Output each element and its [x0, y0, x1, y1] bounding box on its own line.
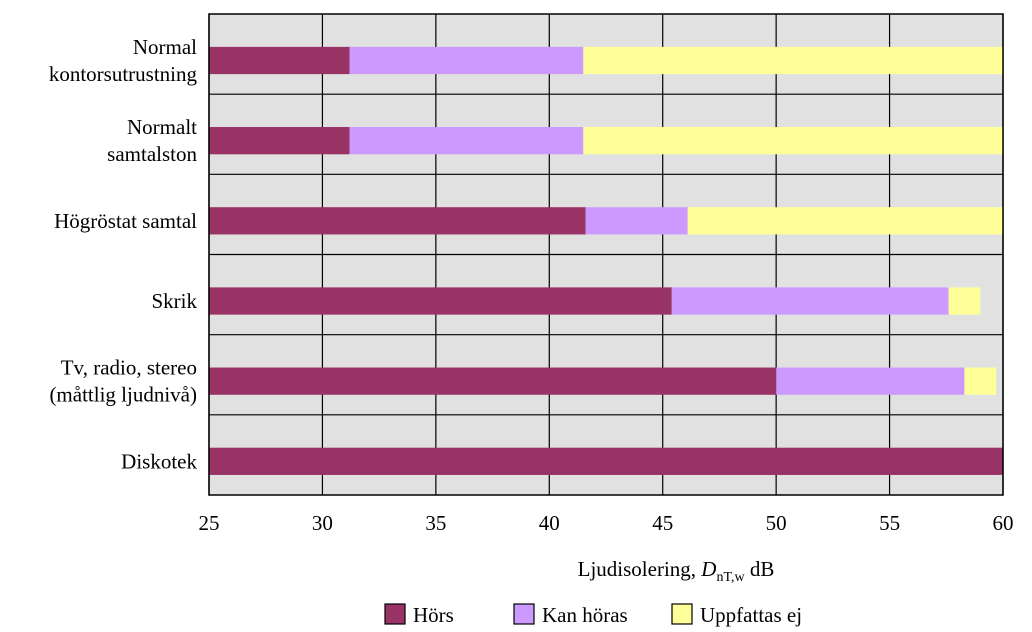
- legend-label-h-rs: Hörs: [413, 603, 454, 627]
- legend-swatch-uppfattas-ej: [671, 603, 693, 625]
- plot-border: [208, 13, 1004, 496]
- x-axis-title: Ljudisolering, DnT,w dB: [578, 557, 775, 585]
- category-label-0-line-1: kontorsutrustning: [49, 62, 198, 86]
- x-tick-label-55: 55: [879, 511, 900, 535]
- x-tick-label-50: 50: [766, 511, 787, 535]
- x-tick-label-30: 30: [312, 511, 333, 535]
- bar-h-rs-3: [209, 287, 672, 315]
- x-axis-title-subscript: nT,w: [716, 570, 745, 585]
- x-tick-labels: 25 30 35 40 45 50 55 60: [199, 511, 1014, 535]
- bar-h-rs-2: [209, 207, 586, 235]
- bar-kan-h-ras-3: [671, 287, 949, 315]
- bar-h-rs-1: [209, 127, 350, 155]
- category-label-2-line-0: Högröstat samtal: [54, 209, 197, 233]
- bars: [209, 46, 1003, 475]
- bar-uppfattas-ej-2: [687, 207, 1003, 235]
- x-tick-label-35: 35: [425, 511, 446, 535]
- category-label-3-line-0: Skrik: [151, 289, 197, 313]
- category-label-1-line-1: samtalston: [107, 142, 197, 166]
- bar-uppfattas-ej-1: [583, 127, 1003, 155]
- x-axis-title-suffix: dB: [745, 557, 775, 581]
- category-labels: Normal kontorsutrustning Normalt samtalston…: [49, 35, 198, 473]
- x-axis-title-symbol: D: [700, 557, 716, 581]
- legend-item-h-rs: Hörs: [384, 603, 454, 627]
- bar-uppfattas-ej-3: [948, 287, 981, 315]
- bar-uppfattas-ej-0: [583, 46, 1003, 75]
- x-tick-label-45: 45: [652, 511, 673, 535]
- x-tick-label-60: 60: [993, 511, 1014, 535]
- bar-kan-h-ras-0: [349, 46, 584, 75]
- bar-h-rs-0: [209, 46, 350, 75]
- legend-swatch-h-rs: [384, 603, 406, 625]
- category-label-4-line-0: Tv, radio, stereo: [61, 356, 197, 380]
- bar-h-rs-5: [209, 447, 1003, 475]
- x-axis-title-prefix: Ljudisolering,: [578, 557, 702, 581]
- x-tick-label-40: 40: [539, 511, 560, 535]
- x-tick-label-25: 25: [199, 511, 220, 535]
- legend-item-kan-h-ras: Kan höras: [513, 603, 628, 627]
- legend: Hörs Kan höras Uppfattas ej: [384, 603, 802, 627]
- category-label-1-line-0: Normalt: [127, 115, 197, 139]
- bar-kan-h-ras-4: [776, 367, 965, 395]
- legend-label-kan-h-ras: Kan höras: [542, 603, 628, 627]
- bar-uppfattas-ej-4: [964, 367, 997, 395]
- bar-h-rs-4: [209, 367, 777, 395]
- category-label-0-line-0: Normal: [133, 35, 197, 59]
- legend-label-uppfattas-ej: Uppfattas ej: [700, 603, 802, 627]
- legend-swatch-kan-h-ras: [513, 603, 535, 625]
- legend-item-uppfattas-ej: Uppfattas ej: [671, 603, 802, 627]
- category-label-5-line-0: Diskotek: [121, 449, 197, 473]
- bar-kan-h-ras-1: [349, 127, 584, 155]
- bar-kan-h-ras-2: [585, 207, 688, 235]
- category-label-4-line-1: (måttlig ljudnivå): [49, 383, 197, 407]
